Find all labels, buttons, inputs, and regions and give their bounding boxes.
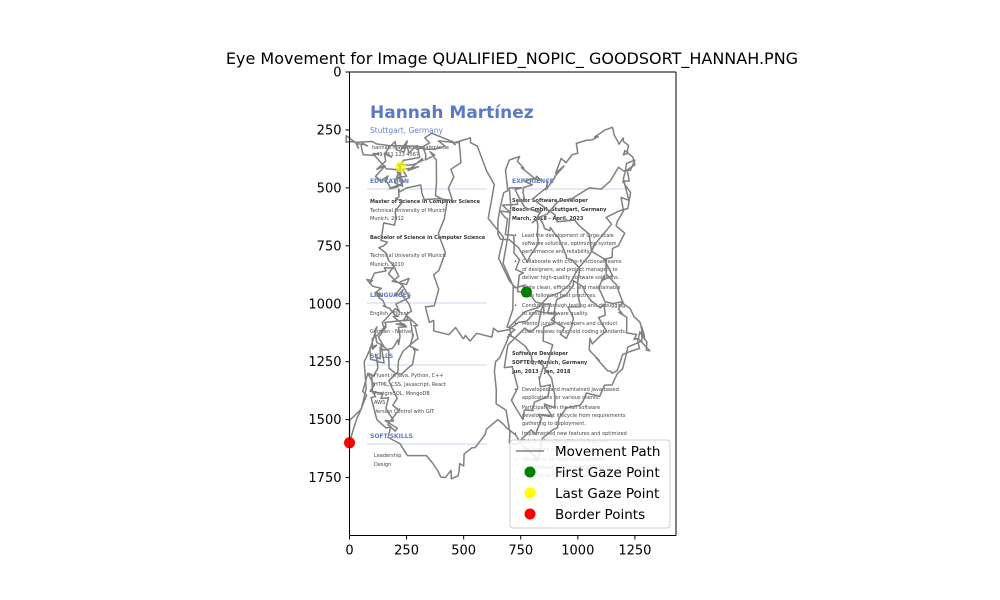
resume-bullet-text: Mentor junior developers and conduct [522, 321, 617, 327]
resume-soft-skills-heading: SOFT SKILLS [370, 433, 413, 440]
x-axis-ticks: 0 250 500 750 1000 1250 [345, 535, 651, 559]
x-tick-label: 250 [394, 544, 419, 559]
legend-swatch-border [524, 508, 536, 520]
resume-skill-item: HTML, CSS, Javascript, React [374, 382, 446, 388]
resume-skill-item: Fluent in Java, Python, C++ [374, 373, 444, 379]
x-tick-label: 500 [451, 544, 476, 559]
resume-bullet-text: of designers, and project managers to [522, 267, 618, 273]
resume-skill-item: Version Control with GIT [374, 409, 435, 415]
resume-bullet-dot: • [514, 303, 517, 309]
resume-job2-company: SOFTEQ, Munich, Germany [512, 360, 588, 366]
legend-label-border: Border Points [555, 507, 645, 523]
resume-lang-2: German - Native [370, 329, 411, 335]
legend-box [509, 439, 671, 529]
x-tick-label: 1250 [618, 544, 651, 559]
y-axis-ticks: 0 250 500 750 1000 1250 1500 1750 [308, 66, 350, 486]
y-tick-label: 1000 [308, 297, 341, 312]
x-tick-label: 750 [508, 544, 533, 559]
legend-label-last: Last Gaze Point [555, 486, 659, 502]
legend-label-first: First Gaze Point [555, 465, 660, 481]
chart-title: Eye Movement for Image QUALIFIED_NOPIC_ … [226, 49, 798, 69]
y-tick-label: 1500 [308, 413, 341, 428]
resume-edu1-title: Master of Science in Computer Science [370, 199, 481, 205]
x-tick-label: 0 [345, 544, 353, 559]
resume-bullet-text: Collaborate with cross-functional teams [522, 259, 622, 265]
resume-location: Stuttgart, Germany [370, 126, 444, 135]
resume-bullet-text: deliver high-quality software solutions. [522, 275, 620, 281]
resume-name: Hannah Martínez [370, 103, 534, 123]
y-tick-label: 1250 [308, 355, 341, 370]
resume-job1-company: Bosch GmbH, Stuttgart, Germany [512, 207, 607, 213]
resume-bullet-text: Participated in the full software [522, 405, 600, 411]
last-gaze-point-marker [395, 161, 407, 173]
resume-bullet-text: applications for various clients. [522, 395, 600, 401]
resume-edu2-school: Technical University of Munich [369, 253, 446, 259]
resume-education-heading: EDUCATION [370, 178, 409, 185]
resume-bullet-text: Implemented new features and optimized [522, 431, 627, 437]
resume-edu1-school: Technical University of Munich [369, 208, 446, 214]
resume-bullet-text: Lead the development of large-scale [522, 233, 614, 239]
first-gaze-point-marker [520, 286, 532, 298]
y-tick-label: 250 [317, 123, 342, 138]
resume-bullet-dot: • [514, 233, 517, 239]
legend: Movement Path First Gaze Point Last Gaze… [509, 439, 671, 529]
legend-label-path: Movement Path [555, 444, 660, 460]
resume-bullet-text: development lifecycle from requirements [522, 413, 626, 419]
resume-contact-2: +49 711 123 4567 [372, 152, 419, 158]
resume-bullet-text: software solutions, optimizing system [522, 241, 617, 247]
resume-bullet-text: code following best practices. [522, 293, 597, 299]
resume-bullet-dot: • [514, 259, 517, 265]
resume-edu2-date: Munich, 2010 [370, 262, 404, 268]
y-tick-label: 1750 [308, 471, 341, 486]
x-tick-label: 1000 [561, 544, 594, 559]
resume-edu1-date: Munich, 2012 [370, 216, 404, 222]
resume-job1-date: March, 2018 - April, 2023 [512, 216, 584, 222]
legend-swatch-last [524, 487, 536, 499]
resume-edu2-title: Bachelor of Science in Computer Science [370, 235, 486, 241]
resume-job1-title: Senior Software Developer [512, 198, 588, 204]
resume-bullet-text: performance and reliability. [522, 249, 591, 255]
y-tick-label: 500 [317, 181, 342, 196]
resume-skill-item: PostgreSQL, MongoDB [374, 391, 430, 397]
resume-soft-item: Design [374, 462, 391, 468]
resume-contact-1: hannah.martinez@example.de [372, 145, 449, 151]
resume-bullet-text: code reviews to uphold coding standards. [522, 329, 627, 335]
resume-experience-heading: EXPERIENCE [512, 178, 554, 185]
y-tick-label: 750 [317, 239, 342, 254]
resume-bullet-dot: • [514, 387, 517, 393]
resume-bullet-text: Developed and maintained Java-based [522, 387, 619, 393]
resume-languages-heading: LANGUAGES [370, 292, 411, 299]
y-tick-label: 0 [333, 66, 341, 81]
resume-bullet-text: Conduct thorough testing and debugging [522, 303, 625, 309]
resume-soft-item: Leadership [374, 453, 401, 459]
resume-job2-title: Software Developer [512, 351, 569, 357]
resume-bullet-text: gathering to deployment. [522, 421, 586, 427]
resume-skills-heading: SKILLS [370, 353, 393, 360]
resume-skill-item: AWS [374, 400, 385, 406]
legend-swatch-first [524, 466, 536, 478]
